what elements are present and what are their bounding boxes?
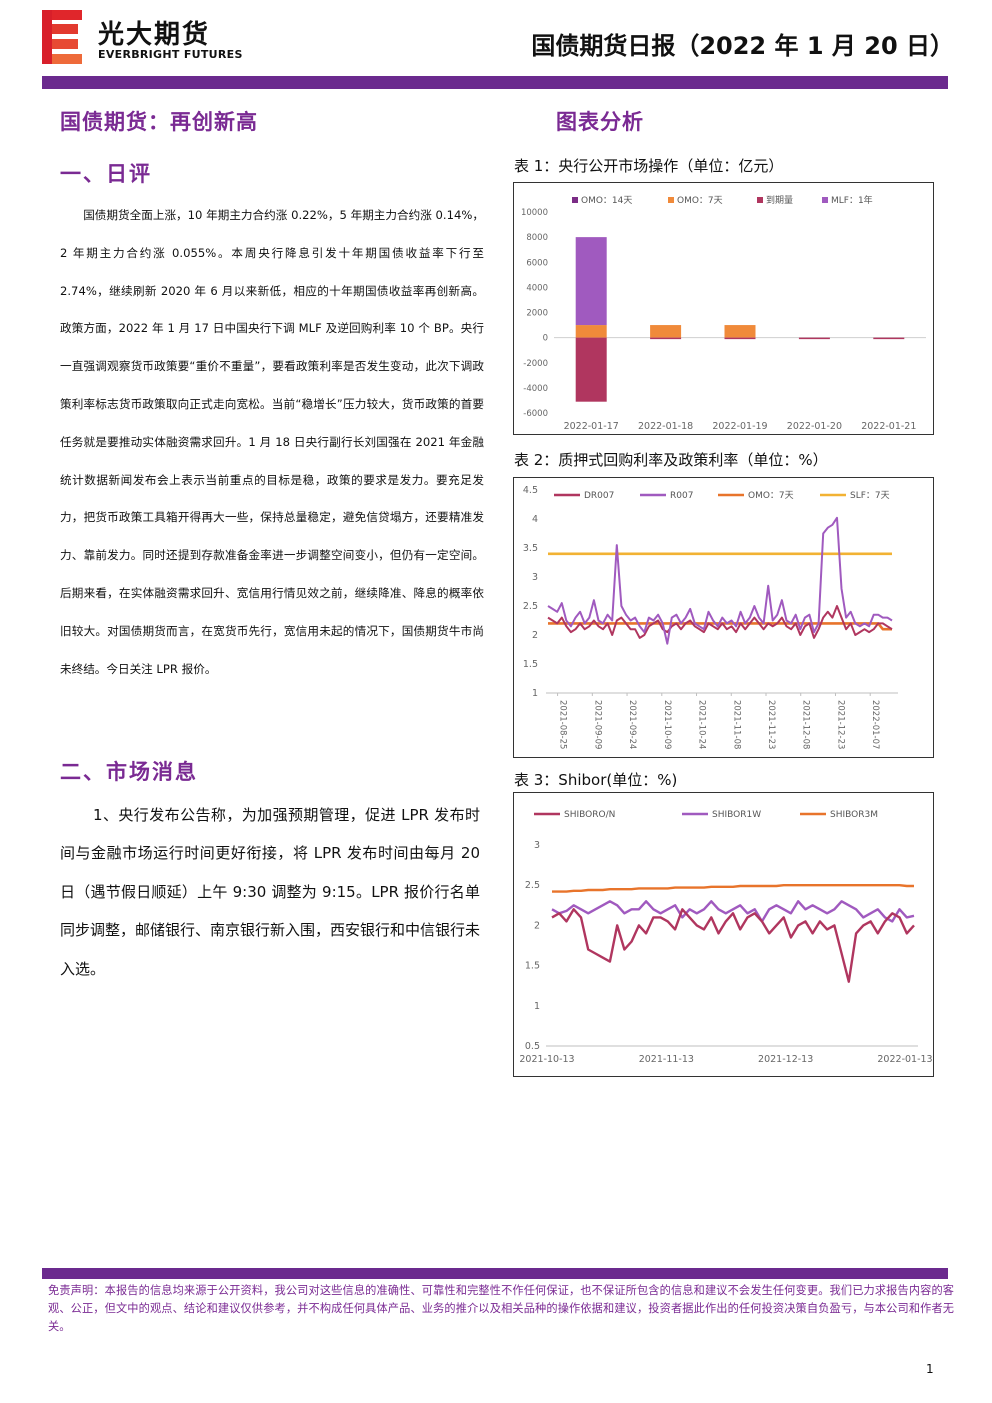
x-tick-label: 2022-01-20 — [787, 421, 842, 432]
brand-name-en: EVERBRIGHT FUTURES — [98, 48, 243, 61]
chart-analysis-heading: 图表分析 — [556, 110, 644, 134]
page-number: 1 — [926, 1362, 934, 1376]
series-line — [547, 516, 893, 645]
legend-swatch — [572, 197, 578, 203]
shibor-chart: 3 2.5 2 1.5 1 0.5 2021-10-13 2021-11-13 2021-12-… — [513, 792, 934, 1077]
legend-label: DR007 — [584, 491, 614, 501]
section-heading-daily-review: 一、日评 — [60, 162, 152, 186]
x-tick-label: 2021-09-24 — [627, 700, 637, 749]
legend-label: 到期量 — [766, 194, 793, 206]
legend-swatch — [668, 197, 674, 203]
bar-segment — [650, 325, 682, 338]
bar-segment — [873, 337, 905, 340]
x-tick-label: 2021-10-24 — [697, 700, 707, 749]
series-line — [552, 883, 914, 893]
legend-label: SHIBOR1W — [712, 810, 761, 820]
y-tick-label: 2000 — [526, 309, 548, 319]
x-tick-label: 2022-01-21 — [861, 421, 916, 432]
y-tick-label: 2 — [532, 630, 538, 641]
company-logo — [42, 10, 82, 64]
chart-caption-2: 表 2：质押式回购利率及政策利率（单位：%） — [514, 451, 828, 469]
legend-label: OMO：7天 — [748, 491, 794, 501]
legend-label: SLF：7天 — [850, 491, 890, 501]
section-heading-market-news: 二、市场消息 — [60, 760, 198, 784]
x-tick-label: 2021-10-09 — [662, 700, 672, 749]
x-tick-label: 2022-01-17 — [564, 421, 619, 432]
y-tick-label: 0.5 — [525, 1041, 540, 1052]
chart-caption-3: 表 3：Shibor(单位：%) — [514, 771, 678, 789]
brand-name: 光大期货 — [98, 20, 211, 50]
report-title: 国债期货日报（2022 年 1 月 20 日） — [531, 32, 954, 60]
chart-caption-1: 表 1：央行公开市场操作（单位：亿元） — [514, 157, 784, 175]
legend-label: OMO：7天 — [677, 196, 723, 206]
x-tick-label: 2021-10-13 — [519, 1054, 574, 1065]
x-tick-label: 2021-12-08 — [801, 700, 811, 749]
y-tick-label: 1 — [534, 1001, 540, 1012]
x-tick-label: 2021-08-25 — [558, 700, 568, 749]
bar-segment — [724, 337, 756, 340]
series-line — [551, 908, 915, 983]
y-tick-label: 6000 — [526, 258, 548, 268]
x-tick-label: 2021-09-09 — [592, 700, 602, 749]
y-tick-label: 2.5 — [523, 601, 538, 612]
footer-divider — [42, 1268, 948, 1279]
bar-segment — [575, 237, 607, 326]
disclaimer-text: 免责声明：本报告的信息均来源于公开资料，我公司对这些信息的准确性、可靠性和完整性… — [48, 1284, 954, 1333]
y-tick-label: 4.5 — [523, 485, 538, 496]
y-tick-label: -2000 — [523, 359, 548, 369]
x-tick-label: 2021-12-23 — [835, 700, 845, 749]
x-tick-label: 2022-01-13 — [877, 1054, 932, 1065]
x-tick-label: 2022-01-18 — [638, 421, 693, 432]
y-tick-label: 3 — [534, 840, 540, 851]
main-heading: 国债期货：再创新高 — [60, 110, 258, 134]
daily-review-text: 国债期货全面上涨，10 年期主力合约涨 0.22%，5 年期主力合约涨 0.14… — [60, 208, 484, 676]
y-tick-label: 4000 — [526, 283, 548, 293]
y-tick-label: -6000 — [523, 409, 548, 419]
legend-label: SHIBOR3M — [830, 810, 878, 820]
y-tick-label: 3.5 — [523, 543, 538, 554]
header-divider — [42, 76, 948, 89]
y-tick-label: 1.5 — [523, 659, 538, 670]
y-tick-label: 8000 — [526, 233, 548, 243]
legend-swatch — [822, 197, 828, 203]
legend-label: MLF：1年 — [831, 194, 873, 206]
y-tick-label: 2 — [534, 920, 540, 931]
x-tick-label: 2021-12-13 — [758, 1054, 813, 1065]
bar-segment — [650, 337, 682, 340]
y-tick-label: 3 — [532, 572, 538, 583]
legend-swatch — [757, 197, 763, 203]
x-tick-label: 2022-01-07 — [870, 700, 880, 749]
bar-segment — [724, 325, 756, 338]
x-tick-label: 2022-01-19 — [712, 421, 767, 432]
legend-label: R007 — [670, 491, 693, 501]
bar-segment — [798, 337, 830, 340]
bar-segment — [575, 337, 607, 402]
open-market-operations-chart: 10000 8000 6000 4000 2000 0 -2000 -4000 -6000 202… — [513, 182, 934, 435]
market-news-text: 1、央行发布公告称，为加强预期管理，促进 LPR 发布时间与金融市场运行时间更好… — [60, 806, 481, 978]
y-tick-label: 10000 — [521, 208, 548, 218]
y-tick-label: -4000 — [523, 384, 548, 394]
series-line — [547, 605, 893, 639]
repo-rate-chart: 4.5 4 3.5 3 2.5 2 1.5 1 2021-08-25 2021-09-09 2021… — [513, 477, 934, 758]
y-tick-label: 1 — [532, 688, 538, 699]
x-tick-label: 2021-11-23 — [766, 700, 776, 749]
series-line — [551, 900, 915, 923]
legend-label: OMO：14天 — [581, 196, 632, 206]
legend-label: SHIBORO/N — [564, 810, 615, 820]
y-tick-label: 1.5 — [525, 961, 540, 972]
x-tick-label: 2021-11-13 — [639, 1054, 694, 1065]
y-tick-label: 4 — [532, 514, 538, 525]
x-tick-label: 2021-11-08 — [731, 700, 741, 749]
y-tick-label: 0 — [543, 334, 548, 344]
y-tick-label: 2.5 — [525, 880, 540, 891]
bar-segment — [575, 325, 607, 338]
